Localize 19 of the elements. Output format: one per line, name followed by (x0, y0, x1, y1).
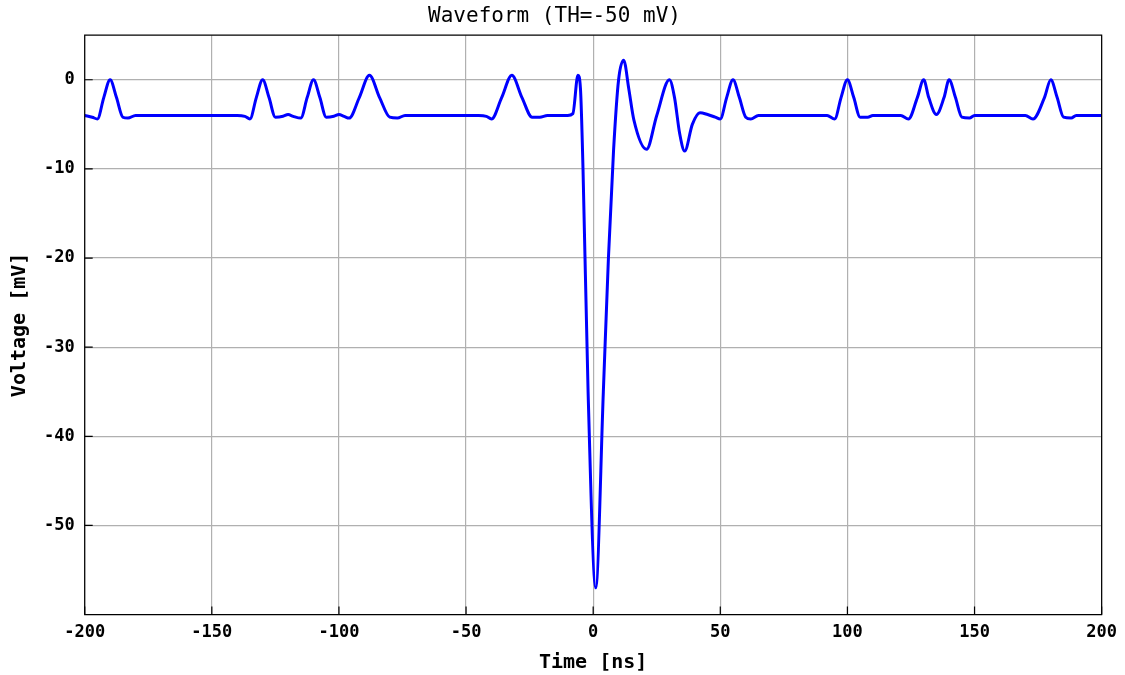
chart-title: Waveform (TH=-50 mV) (428, 3, 681, 28)
x-tick-label: 150 (959, 621, 990, 642)
x-tick-label: 0 (588, 621, 599, 642)
x-tick-label: 50 (710, 621, 731, 642)
line-series (84, 58, 1102, 590)
x-tick-label: -100 (318, 621, 360, 642)
x-tick-label: 100 (832, 621, 863, 642)
x-tick-label: -50 (450, 621, 482, 642)
y-tick-label: -20 (43, 246, 75, 267)
x-axis-title: Time [ns] (538, 649, 648, 674)
y-axis-title: Voltage [mV] (6, 252, 31, 398)
y-tick-label: -30 (43, 335, 75, 356)
y-tick-label: -10 (43, 157, 75, 178)
y-tick-label: -50 (43, 513, 75, 534)
x-tick-label: 200 (1086, 621, 1118, 642)
y-tick-label: -40 (43, 424, 75, 445)
x-tick-label: -150 (191, 621, 233, 642)
y-tick-label: 0 (64, 68, 75, 89)
x-tick-label: -200 (64, 621, 106, 642)
